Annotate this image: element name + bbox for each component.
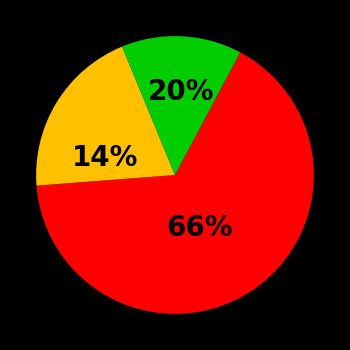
Text: 66%: 66% bbox=[167, 214, 233, 242]
Text: 14%: 14% bbox=[72, 144, 139, 172]
Text: 20%: 20% bbox=[147, 78, 214, 106]
Wedge shape bbox=[36, 52, 314, 314]
Wedge shape bbox=[36, 47, 175, 186]
Wedge shape bbox=[122, 36, 240, 175]
